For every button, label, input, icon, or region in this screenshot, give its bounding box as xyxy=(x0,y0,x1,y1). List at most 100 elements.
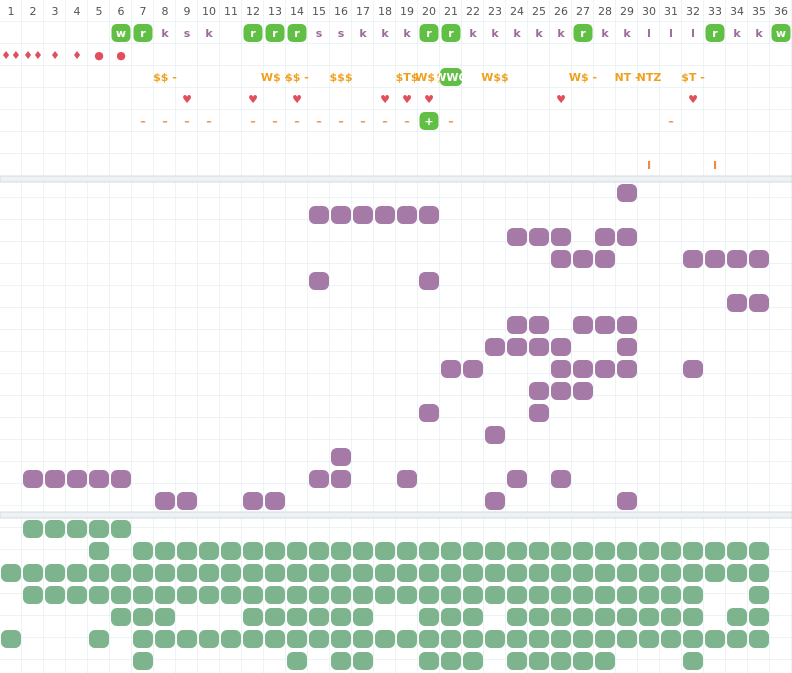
blob xyxy=(595,630,615,648)
cell-label: NTZ xyxy=(637,71,662,84)
blob xyxy=(23,470,43,488)
blob xyxy=(265,608,285,626)
blob xyxy=(749,250,769,268)
blob xyxy=(397,542,417,560)
column-number: 6 xyxy=(118,5,125,18)
blob xyxy=(507,586,527,604)
cell-label: – xyxy=(250,115,256,128)
blob xyxy=(551,564,571,582)
blob xyxy=(243,564,263,582)
column-number: 8 xyxy=(162,5,169,18)
blob xyxy=(507,542,527,560)
cell-label: ♥ xyxy=(182,93,192,106)
blob xyxy=(595,542,615,560)
badge-label: w xyxy=(116,27,126,40)
blob xyxy=(485,338,505,356)
cell-label: – xyxy=(272,115,278,128)
blob xyxy=(309,608,329,626)
blob xyxy=(573,608,593,626)
badge-label: r xyxy=(580,27,586,40)
blob xyxy=(23,564,43,582)
cell-label: – xyxy=(668,115,674,128)
cell-label: – xyxy=(162,115,168,128)
cell-label: k xyxy=(535,27,543,40)
blob xyxy=(89,470,109,488)
column-number: 14 xyxy=(290,5,304,18)
blob xyxy=(45,520,65,538)
blob xyxy=(485,542,505,560)
blob xyxy=(375,586,395,604)
blob xyxy=(309,206,329,224)
column-number: 27 xyxy=(576,5,590,18)
blob xyxy=(551,608,571,626)
blob xyxy=(419,206,439,224)
blob xyxy=(67,520,87,538)
cell-label: – xyxy=(294,115,300,128)
blob xyxy=(507,608,527,626)
cell-label: – xyxy=(184,115,190,128)
blob xyxy=(397,206,417,224)
cell-label: – xyxy=(338,115,344,128)
cell-label: W$ - xyxy=(569,71,597,84)
blob xyxy=(45,470,65,488)
column-number: 15 xyxy=(312,5,326,18)
badge-label: r xyxy=(272,27,278,40)
blob xyxy=(177,586,197,604)
blob xyxy=(573,542,593,560)
blob xyxy=(133,542,153,560)
blob xyxy=(617,360,637,378)
blob xyxy=(45,564,65,582)
blob xyxy=(287,542,307,560)
blob xyxy=(353,542,373,560)
blob xyxy=(727,294,747,312)
blob xyxy=(573,652,593,670)
blob xyxy=(529,542,549,560)
blob xyxy=(243,608,263,626)
blob xyxy=(265,630,285,648)
cell-label: $$ - xyxy=(285,71,309,84)
blob xyxy=(155,564,175,582)
cell-label: W$$ xyxy=(415,71,442,84)
blob xyxy=(419,404,439,422)
blob xyxy=(507,228,527,246)
blob xyxy=(463,360,483,378)
blob xyxy=(485,492,505,510)
blob xyxy=(155,542,175,560)
cell-label: k xyxy=(755,27,763,40)
blob xyxy=(331,448,351,466)
cell-label: – xyxy=(382,115,388,128)
column-number: 4 xyxy=(74,5,81,18)
blob xyxy=(265,492,285,510)
blob xyxy=(89,586,109,604)
blob xyxy=(529,652,549,670)
blob xyxy=(419,630,439,648)
blob xyxy=(529,404,549,422)
badge xyxy=(265,24,285,42)
blob xyxy=(617,608,637,626)
blob xyxy=(683,608,703,626)
badge-label: WWO xyxy=(434,71,468,84)
cell-label: k xyxy=(601,27,609,40)
blob xyxy=(683,360,703,378)
blob xyxy=(595,652,615,670)
column-number: 2 xyxy=(30,5,37,18)
blob xyxy=(309,470,329,488)
blob xyxy=(45,586,65,604)
blob xyxy=(1,564,21,582)
cell-label: s xyxy=(338,27,345,40)
cell-label: W$ - xyxy=(261,71,289,84)
blob xyxy=(243,542,263,560)
column-number: 20 xyxy=(422,5,436,18)
blob xyxy=(573,250,593,268)
cell-label: – xyxy=(206,115,212,128)
blob xyxy=(727,630,747,648)
column-number: 22 xyxy=(466,5,480,18)
blob xyxy=(617,564,637,582)
blob xyxy=(463,630,483,648)
blob xyxy=(749,608,769,626)
blob xyxy=(683,652,703,670)
blob xyxy=(221,542,241,560)
blob xyxy=(573,586,593,604)
blob xyxy=(199,542,219,560)
blob xyxy=(529,608,549,626)
